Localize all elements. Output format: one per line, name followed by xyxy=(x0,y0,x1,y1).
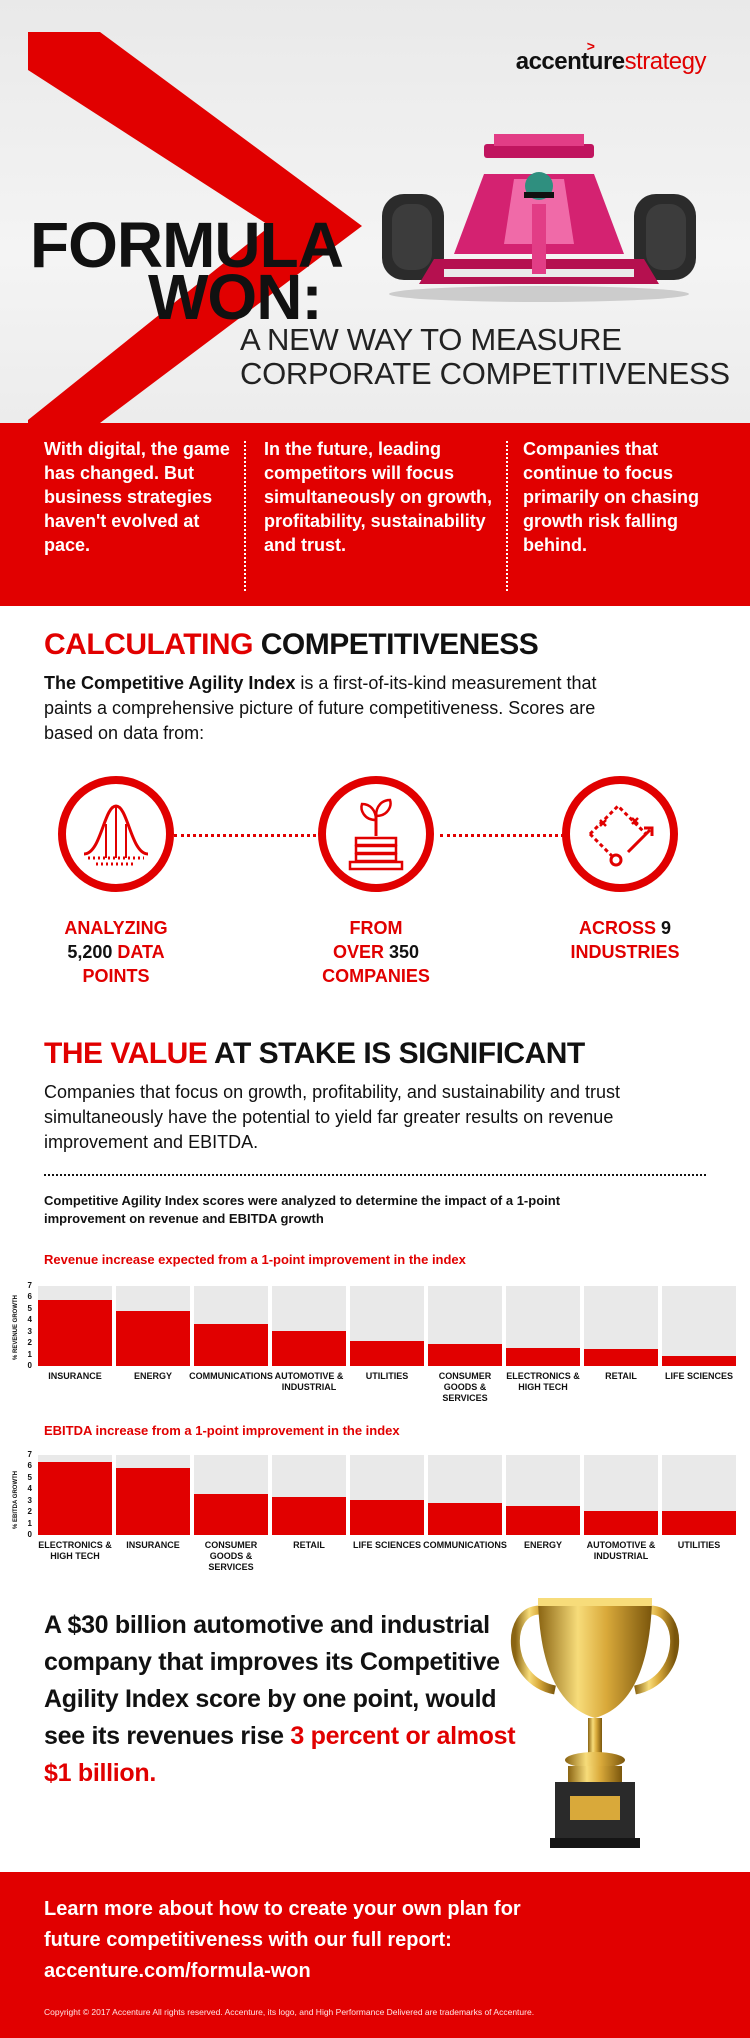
stat-data-points: ANALYZING 5,200 DATA POINTS xyxy=(64,918,168,986)
bar-retail xyxy=(272,1497,346,1535)
hero-title-line1: FORMULA xyxy=(30,209,344,281)
bar-automotive-industrial xyxy=(272,1330,346,1366)
y-tick-label: 5 xyxy=(27,1472,32,1482)
bar-life-sciences xyxy=(350,1499,424,1535)
category-label: AUTOMOTIVE & INDUSTRIAL xyxy=(586,1540,656,1561)
category-label: RETAIL xyxy=(605,1371,637,1381)
bar-automotive-industrial xyxy=(584,1511,658,1535)
key-message-3: Companies that continue to focus primari… xyxy=(523,439,700,555)
bar-communications xyxy=(194,1323,268,1366)
y-tick-label: 0 xyxy=(27,1530,32,1539)
y-tick-label: 6 xyxy=(27,1292,32,1302)
industries-circle xyxy=(562,776,678,892)
category-label: UTILITIES xyxy=(365,1371,409,1381)
dotted-connector xyxy=(174,834,322,837)
strategy-play-icon xyxy=(588,803,654,867)
y-tick-label: 1 xyxy=(27,1349,32,1359)
hero-subtitle: A NEW WAY TO MEASURE CORPORATE COMPETITI… xyxy=(240,322,730,391)
y-tick-label: 4 xyxy=(27,1315,32,1325)
category-label: ENERGY xyxy=(523,1540,562,1550)
bar-background xyxy=(662,1286,736,1366)
y-tick-label: 5 xyxy=(27,1303,32,1313)
y-tick-label: 3 xyxy=(27,1495,32,1505)
bar-consumer-goods-services xyxy=(194,1493,268,1535)
category-label: INSURANCE xyxy=(126,1540,180,1550)
report-link[interactable]: accenture.com/formula-won xyxy=(44,1960,311,1982)
value-description: Companies that focus on growth, profitab… xyxy=(44,1082,620,1152)
companies-circle xyxy=(318,776,434,892)
y-tick-label: 7 xyxy=(27,1281,32,1290)
bell-curve-icon xyxy=(83,804,149,866)
formula-one-car-icon xyxy=(382,134,696,302)
bar-energy xyxy=(116,1311,190,1366)
y-tick-label: 3 xyxy=(27,1326,32,1336)
category-label: ELECTRONICS & HIGH TECH xyxy=(506,1371,580,1392)
bar-life-sciences xyxy=(662,1355,736,1366)
analysis-intro: Competitive Agility Index scores were an… xyxy=(44,1193,561,1226)
bar-utilities xyxy=(662,1511,736,1535)
dotted-divider xyxy=(44,1174,706,1176)
y-tick-label: 2 xyxy=(27,1338,32,1348)
key-message-1: With digital, the game has changed. But … xyxy=(44,439,230,555)
bar-energy xyxy=(506,1506,580,1535)
category-label: UTILITIES xyxy=(677,1540,721,1550)
category-label: LIFE SCIENCES xyxy=(664,1371,733,1381)
category-label: COMMUNICATIONS xyxy=(423,1540,507,1550)
bar-insurance xyxy=(38,1299,112,1366)
y-axis-label: % EBITDA GROWTH xyxy=(13,1470,19,1529)
revenue-chart-title: Revenue increase expected from a 1-point… xyxy=(44,1252,466,1267)
bar-retail xyxy=(584,1348,658,1366)
category-label: ENERGY xyxy=(133,1371,172,1381)
y-axis-label: % REVENUE GROWTH xyxy=(13,1294,19,1360)
footer-cta-text: Learn more about how to create your own … xyxy=(44,1894,684,1987)
category-label: LIFE SCIENCES xyxy=(352,1540,421,1550)
category-label: AUTOMOTIVE & INDUSTRIAL xyxy=(274,1371,344,1392)
dotted-separator xyxy=(244,441,246,591)
copyright: Copyright © 2017 Accenture All rights re… xyxy=(44,2007,535,2017)
y-tick-label: 6 xyxy=(27,1461,32,1471)
hero-title-line2: WON: xyxy=(148,261,323,333)
bar-consumer-goods-services xyxy=(428,1344,502,1366)
accenture-strategy-logo[interactable]: > accenturestrategy xyxy=(515,38,707,75)
value-heading: THE VALUE AT STAKE IS SIGNIFICANT xyxy=(44,1037,585,1070)
calculating-heading: CALCULATING COMPETITIVENESS xyxy=(44,628,539,661)
calculating-description: The Competitive Agility Index is a first… xyxy=(44,673,597,743)
key-message-2: In the future, leading competitors will … xyxy=(264,439,493,555)
key-messages-band: With digital, the game has changed. But … xyxy=(0,423,750,606)
y-tick-label: 2 xyxy=(27,1507,32,1517)
bar-utilities xyxy=(350,1340,424,1366)
data-points-circle xyxy=(58,776,174,892)
category-label: CONSUMER GOODS & SERVICES xyxy=(438,1371,492,1403)
y-tick-label: 4 xyxy=(27,1484,32,1494)
dotted-separator xyxy=(506,441,508,591)
bar-communications xyxy=(428,1503,502,1535)
category-label: ELECTRONICS & HIGH TECH xyxy=(38,1540,112,1561)
category-label: INSURANCE xyxy=(48,1371,102,1381)
y-tick-label: 7 xyxy=(27,1450,32,1459)
accent-chevron-graphic xyxy=(28,32,362,423)
dotted-connector xyxy=(440,834,564,837)
bar-electronics-high-tech xyxy=(38,1461,112,1535)
bar-insurance xyxy=(116,1467,190,1535)
footer-cta: Learn more about how to create your own … xyxy=(0,1872,750,2038)
bar-electronics-high-tech xyxy=(506,1347,580,1366)
trophy-statement: A $30 billion automotive and industrial … xyxy=(44,1611,516,1787)
y-tick-label: 1 xyxy=(27,1518,32,1528)
ebitda-chart-title: EBITDA increase from a 1-point improveme… xyxy=(44,1423,400,1438)
trophy-icon xyxy=(510,1598,680,1848)
y-tick-label: 0 xyxy=(27,1361,32,1370)
category-label: CONSUMER GOODS & SERVICES xyxy=(204,1540,258,1572)
stat-industries: ACROSS 9 INDUSTRIES xyxy=(570,918,680,962)
logo-caret-icon: > xyxy=(586,38,595,54)
category-label: COMMUNICATIONS xyxy=(189,1371,273,1381)
category-label: RETAIL xyxy=(293,1540,325,1550)
hero-section: > accenturestrategy FORMULA WON: A NEW W… xyxy=(0,0,750,423)
plant-coins-icon xyxy=(348,798,404,871)
stat-companies: FROM OVER 350 COMPANIES xyxy=(322,918,430,986)
